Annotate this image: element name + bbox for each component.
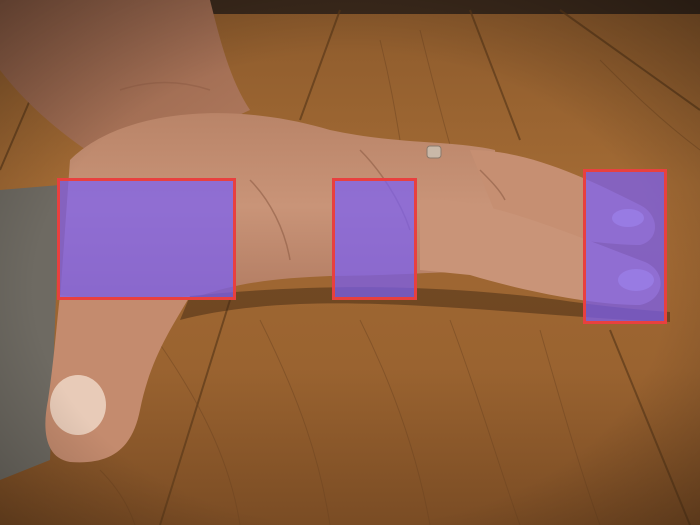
highlight-region [332,178,417,300]
highlight-region [583,169,667,324]
highlight-region [57,178,236,300]
